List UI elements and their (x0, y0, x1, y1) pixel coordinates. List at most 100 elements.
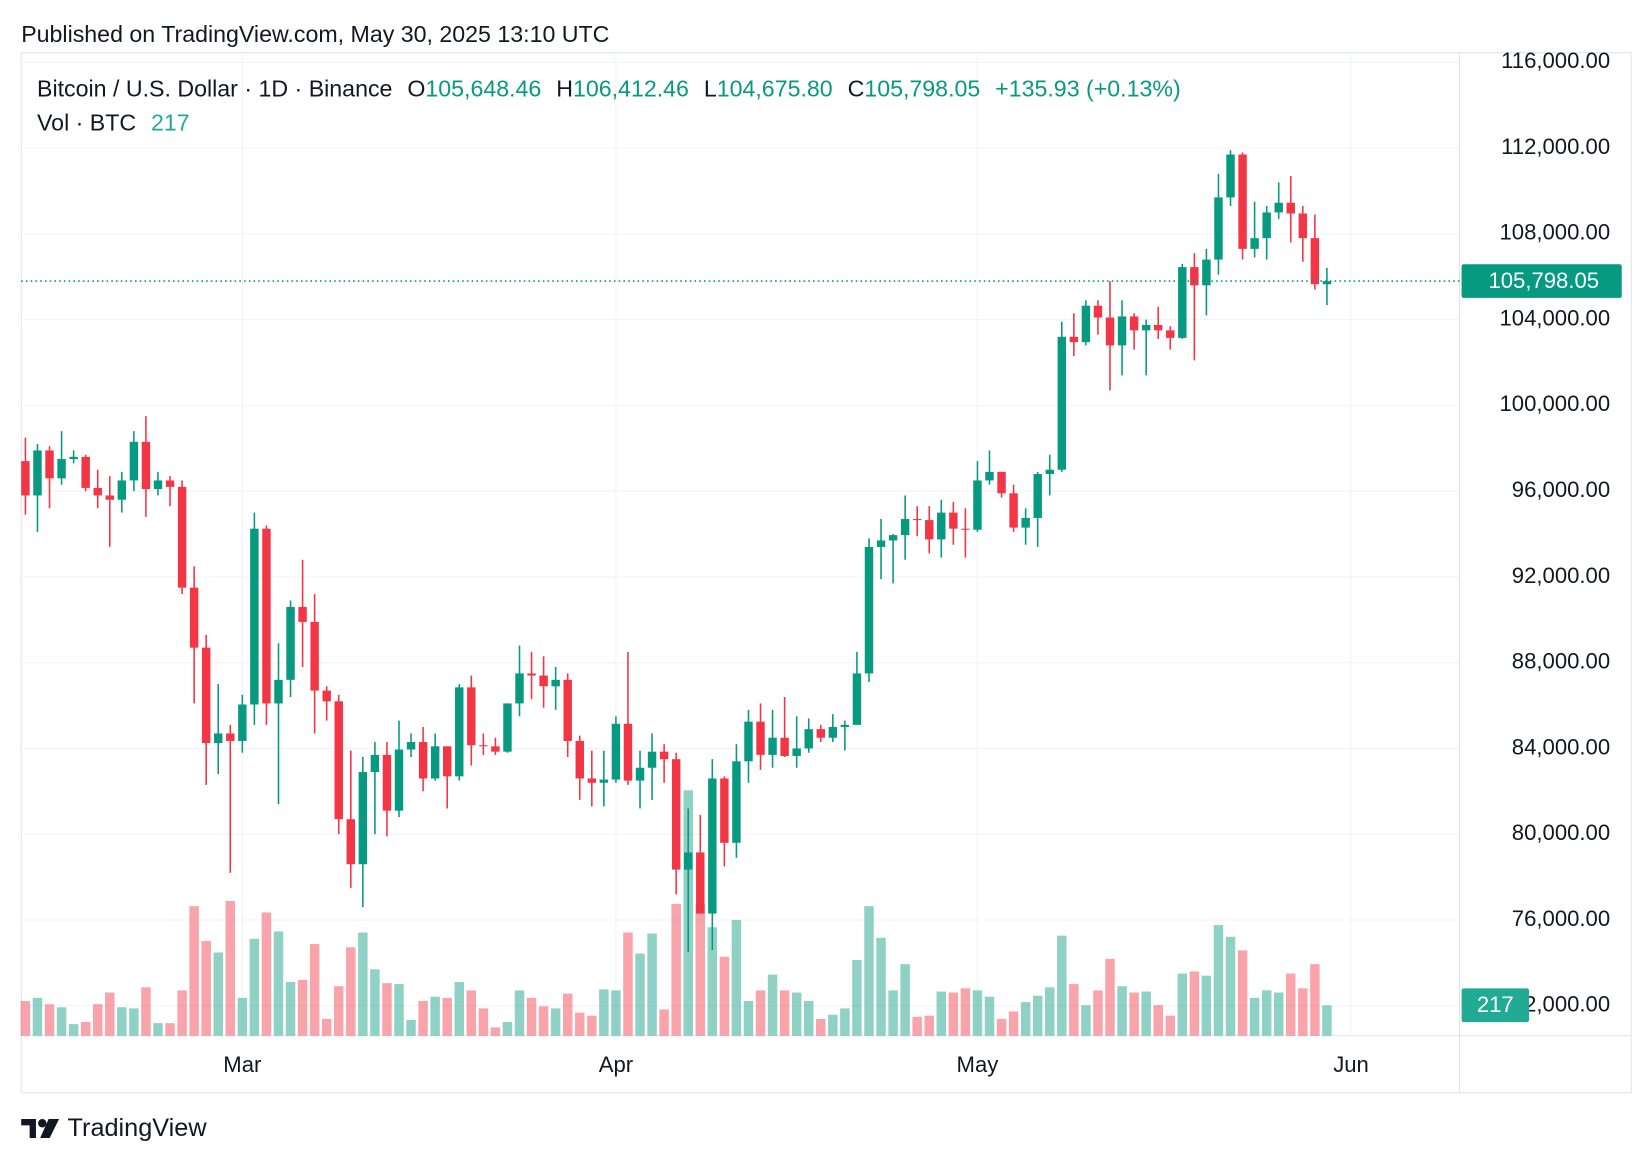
grid (21, 52, 1460, 1036)
candle-body (1274, 202, 1283, 213)
volume-bar (864, 906, 874, 1036)
candle-body (539, 675, 548, 687)
volume-bar (1322, 1005, 1332, 1036)
candle-body (1202, 259, 1211, 286)
volume-bar (1153, 1005, 1163, 1036)
candle-body (1214, 197, 1223, 260)
candle-body (1093, 305, 1103, 318)
volume-bar (575, 1012, 585, 1036)
last-price-label: 105,798.05 (1488, 268, 1599, 293)
candle-body (141, 441, 151, 490)
candle-body (780, 737, 789, 756)
volume-bar (587, 1015, 597, 1036)
last-price-tag (1461, 264, 1622, 298)
axes: 72,000.0076,000.0080,000.0084,000.0088,0… (21, 48, 1622, 1077)
logo-mark (38, 1119, 47, 1128)
candle-body (250, 528, 259, 705)
candle-body (1129, 316, 1139, 331)
volume-bar (382, 983, 392, 1036)
legend-key: H (556, 76, 573, 102)
volume-bar (92, 1004, 103, 1036)
y-tick-label: 80,000.00 (1512, 820, 1610, 845)
candle-body (659, 751, 669, 760)
candle-body (1069, 336, 1079, 343)
candle-body (720, 778, 729, 843)
candle-body (985, 471, 994, 481)
candle-body (1298, 213, 1308, 239)
x-tick-label: May (957, 1052, 1000, 1077)
volume-bar (1069, 984, 1079, 1036)
volume-bar (876, 937, 886, 1036)
volume-bar (1286, 973, 1296, 1036)
candle-body (177, 486, 187, 588)
volume-bar (394, 984, 404, 1036)
candle-body (635, 767, 645, 781)
candle-body (1262, 212, 1271, 239)
volume-bar (1273, 992, 1284, 1036)
candle-body (358, 772, 368, 865)
candle-body (105, 495, 114, 500)
candle-body (623, 723, 633, 781)
volume-bar (454, 981, 464, 1036)
candle-body (214, 733, 223, 744)
candle-body (1081, 305, 1091, 343)
y-tick-label: 88,000.00 (1512, 649, 1610, 674)
symbol: Bitcoin / U.S. Dollar · 1D · Binance (37, 76, 392, 102)
logo-mark (21, 1119, 36, 1138)
volume-bar (237, 997, 248, 1036)
candle-body (45, 450, 54, 479)
volume-bar (936, 991, 947, 1036)
volume-bar (924, 1015, 934, 1036)
logo: TradingView (21, 1114, 207, 1142)
volume-bar (816, 1018, 826, 1036)
volume-bar (562, 993, 573, 1036)
volume-bar (538, 1006, 549, 1036)
candle-body (804, 729, 813, 749)
legend-value: 104,675.80 (717, 76, 833, 102)
candle-body (1033, 474, 1042, 518)
candle-body (21, 461, 30, 496)
candle-body (852, 673, 862, 725)
candle-body (33, 450, 42, 496)
candle-body (1117, 316, 1127, 346)
candle-body (455, 687, 464, 777)
volume-bar (1298, 988, 1308, 1036)
candle-body (226, 733, 235, 741)
candle-body (1166, 330, 1175, 338)
candle-body (117, 480, 127, 500)
volume-bar (623, 932, 633, 1036)
legend-key: O (407, 76, 425, 102)
candle-body (732, 761, 741, 843)
candle-body (479, 745, 488, 747)
candle-body (961, 528, 970, 530)
volume-bar (177, 990, 187, 1036)
volume-bar (1032, 995, 1043, 1036)
candle-body (973, 480, 982, 530)
candle-body (310, 621, 319, 691)
volume-bar (719, 956, 730, 1036)
volume-bar (1225, 936, 1236, 1036)
candle-body (551, 679, 560, 687)
volume-bar (912, 1016, 922, 1036)
volume-bar (1045, 987, 1055, 1036)
y-tick-label: 84,000.00 (1512, 734, 1610, 759)
candle-body (864, 546, 874, 674)
candle-body (1322, 281, 1332, 285)
volume-bar (1129, 992, 1139, 1036)
candle-body (1009, 493, 1018, 528)
legend-key: C (848, 76, 865, 102)
candle-body (876, 540, 886, 547)
volume-bar (1310, 964, 1320, 1036)
volume-bar (514, 990, 525, 1036)
volume-bar (406, 1019, 416, 1036)
legend-value: 105,648.46 (425, 76, 541, 102)
candle-body (1045, 469, 1054, 475)
candles (21, 150, 1332, 953)
candle-body (840, 724, 850, 728)
candle-body (406, 742, 416, 750)
volume-bar (972, 990, 983, 1036)
candle-body (1310, 238, 1320, 285)
volume-bar (466, 990, 477, 1036)
candle-body (153, 480, 163, 490)
